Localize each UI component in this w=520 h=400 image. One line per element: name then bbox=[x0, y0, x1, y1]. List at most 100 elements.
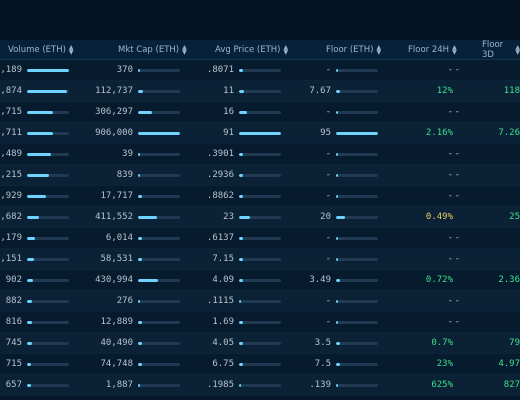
collections-table: Volume (ETH) ▲ ▼ Mkt Cap (ETH) ▲ ▼ Avg Pri… bbox=[0, 40, 520, 396]
table-row[interactable]: 745 40,490 4.05 3.5 0.7% 79 bbox=[0, 333, 520, 354]
table-row[interactable]: 3,711 906,000 91 95 2.16% 7.26 bbox=[0, 123, 520, 144]
top-bar bbox=[0, 0, 520, 40]
mktcap-value: 17,717 bbox=[100, 191, 133, 201]
table-row[interactable]: 882 276.1115- - - bbox=[0, 291, 520, 312]
header-floor3d[interactable]: Floor 3D ▲ ▼ bbox=[482, 40, 520, 60]
floor-bar bbox=[336, 195, 378, 198]
volume-value: 1,682 bbox=[0, 212, 22, 222]
avgprice-bar-fill bbox=[239, 279, 243, 282]
floor-bar-fill bbox=[336, 174, 338, 177]
volume-bar-fill bbox=[27, 279, 33, 282]
mktcap-bar bbox=[138, 384, 180, 387]
mktcap-value: 39 bbox=[122, 149, 133, 159]
mktcap-bar bbox=[138, 174, 180, 177]
mktcap-value: 40,490 bbox=[100, 338, 133, 348]
floor-value: - bbox=[325, 170, 331, 180]
table-row[interactable]: 902 430,994 4.09 3.49 0.72% 2.36 bbox=[0, 270, 520, 291]
volume-value: 3,711 bbox=[0, 128, 22, 138]
sort-arrows-icon[interactable]: ▲ ▼ bbox=[182, 43, 187, 56]
header-avgprice[interactable]: Avg Price (ETH) ▲ ▼ bbox=[215, 40, 288, 59]
table-row[interactable]: 657 1,887 .1985 .139 625% 827 bbox=[0, 375, 520, 396]
volume-bar-fill bbox=[27, 363, 32, 366]
floor24h-value: - bbox=[447, 65, 453, 75]
volume-bar-fill bbox=[27, 300, 33, 303]
table-row[interactable]: 1,682 411,552 23 20 0.49% 25 bbox=[0, 207, 520, 228]
floor-bar bbox=[336, 153, 378, 156]
mktcap-value: 112,737 bbox=[95, 86, 133, 96]
header-floor24h[interactable]: Floor 24H ▲ ▼ bbox=[408, 40, 457, 59]
floor-bar-fill bbox=[336, 216, 345, 219]
avgprice-bar-fill bbox=[239, 384, 241, 387]
floor-bar bbox=[336, 300, 378, 303]
table-row[interactable]: 715 74,748 6.75 7.5 23% 4.97 bbox=[0, 354, 520, 375]
volume-bar bbox=[27, 321, 69, 324]
avgprice-value: 6.75 bbox=[212, 359, 234, 369]
volume-value: 5,189 bbox=[0, 65, 22, 75]
avgprice-bar bbox=[239, 342, 281, 345]
avgprice-value: 23 bbox=[223, 212, 234, 222]
avgprice-bar bbox=[239, 195, 281, 198]
floor-value: - bbox=[325, 296, 331, 306]
floor3d-value: - bbox=[454, 296, 460, 306]
volume-bar bbox=[27, 69, 69, 72]
table-row[interactable]: 816 12,889 1.69- - - bbox=[0, 312, 520, 333]
floor-bar-fill bbox=[336, 321, 338, 324]
volume-bar-fill bbox=[27, 111, 54, 114]
avgprice-bar bbox=[239, 153, 281, 156]
volume-value: 902 bbox=[5, 275, 22, 285]
sort-arrows-icon[interactable]: ▲ ▼ bbox=[68, 43, 74, 56]
header-mktcap-label: Mkt Cap (ETH) bbox=[118, 44, 180, 55]
floor-value: 3.49 bbox=[309, 275, 331, 285]
avgprice-bar-fill bbox=[239, 132, 281, 135]
avgprice-bar bbox=[239, 321, 281, 324]
floor24h-value: - bbox=[447, 191, 453, 201]
sort-arrows-icon[interactable]: ▲ ▼ bbox=[515, 43, 520, 56]
volume-bar-fill bbox=[27, 69, 69, 72]
mktcap-bar-fill bbox=[138, 132, 180, 135]
floor-bar bbox=[336, 174, 378, 177]
sort-arrows-icon[interactable]: ▲ ▼ bbox=[376, 43, 382, 56]
volume-bar-fill bbox=[27, 384, 31, 387]
header-mktcap[interactable]: Mkt Cap (ETH) ▲ ▼ bbox=[118, 40, 187, 59]
volume-bar-fill bbox=[27, 195, 46, 198]
floor24h-value: - bbox=[447, 107, 453, 117]
avgprice-bar bbox=[239, 69, 281, 72]
avgprice-bar-fill bbox=[239, 174, 243, 177]
mktcap-bar bbox=[138, 132, 180, 135]
volume-bar bbox=[27, 279, 69, 282]
avgprice-bar bbox=[239, 111, 281, 114]
volume-value: 3,715 bbox=[0, 107, 22, 117]
avgprice-bar bbox=[239, 363, 281, 366]
floor24h-value: - bbox=[447, 254, 453, 264]
avgprice-bar bbox=[239, 258, 281, 261]
mktcap-bar-fill bbox=[138, 90, 144, 93]
sort-arrows-icon[interactable]: ▲ ▼ bbox=[452, 43, 457, 56]
volume-bar bbox=[27, 111, 69, 114]
floor-value: 95 bbox=[320, 128, 331, 138]
avgprice-bar-fill bbox=[239, 342, 243, 345]
header-floor[interactable]: Floor (ETH) ▲ ▼ bbox=[326, 40, 381, 59]
header-volume[interactable]: Volume (ETH) ▲ ▼ bbox=[8, 40, 74, 59]
volume-bar bbox=[27, 195, 69, 198]
floor-value: .139 bbox=[309, 380, 331, 390]
mktcap-bar-fill bbox=[138, 342, 142, 345]
volume-value: 816 bbox=[5, 317, 22, 327]
volume-bar bbox=[27, 258, 69, 261]
table-row[interactable]: 5,874 112,737 11 7.67 12% 118 bbox=[0, 81, 520, 102]
sort-arrows-icon[interactable]: ▲ ▼ bbox=[283, 43, 289, 56]
floor-value: - bbox=[325, 65, 331, 75]
volume-bar-fill bbox=[27, 237, 35, 240]
floor24h-value: 2.16% bbox=[425, 128, 453, 138]
mktcap-value: 74,748 bbox=[100, 359, 133, 369]
header-floor24h-label: Floor 24H bbox=[408, 44, 450, 55]
avgprice-value: 91 bbox=[223, 128, 234, 138]
avgprice-value: 4.05 bbox=[212, 338, 234, 348]
